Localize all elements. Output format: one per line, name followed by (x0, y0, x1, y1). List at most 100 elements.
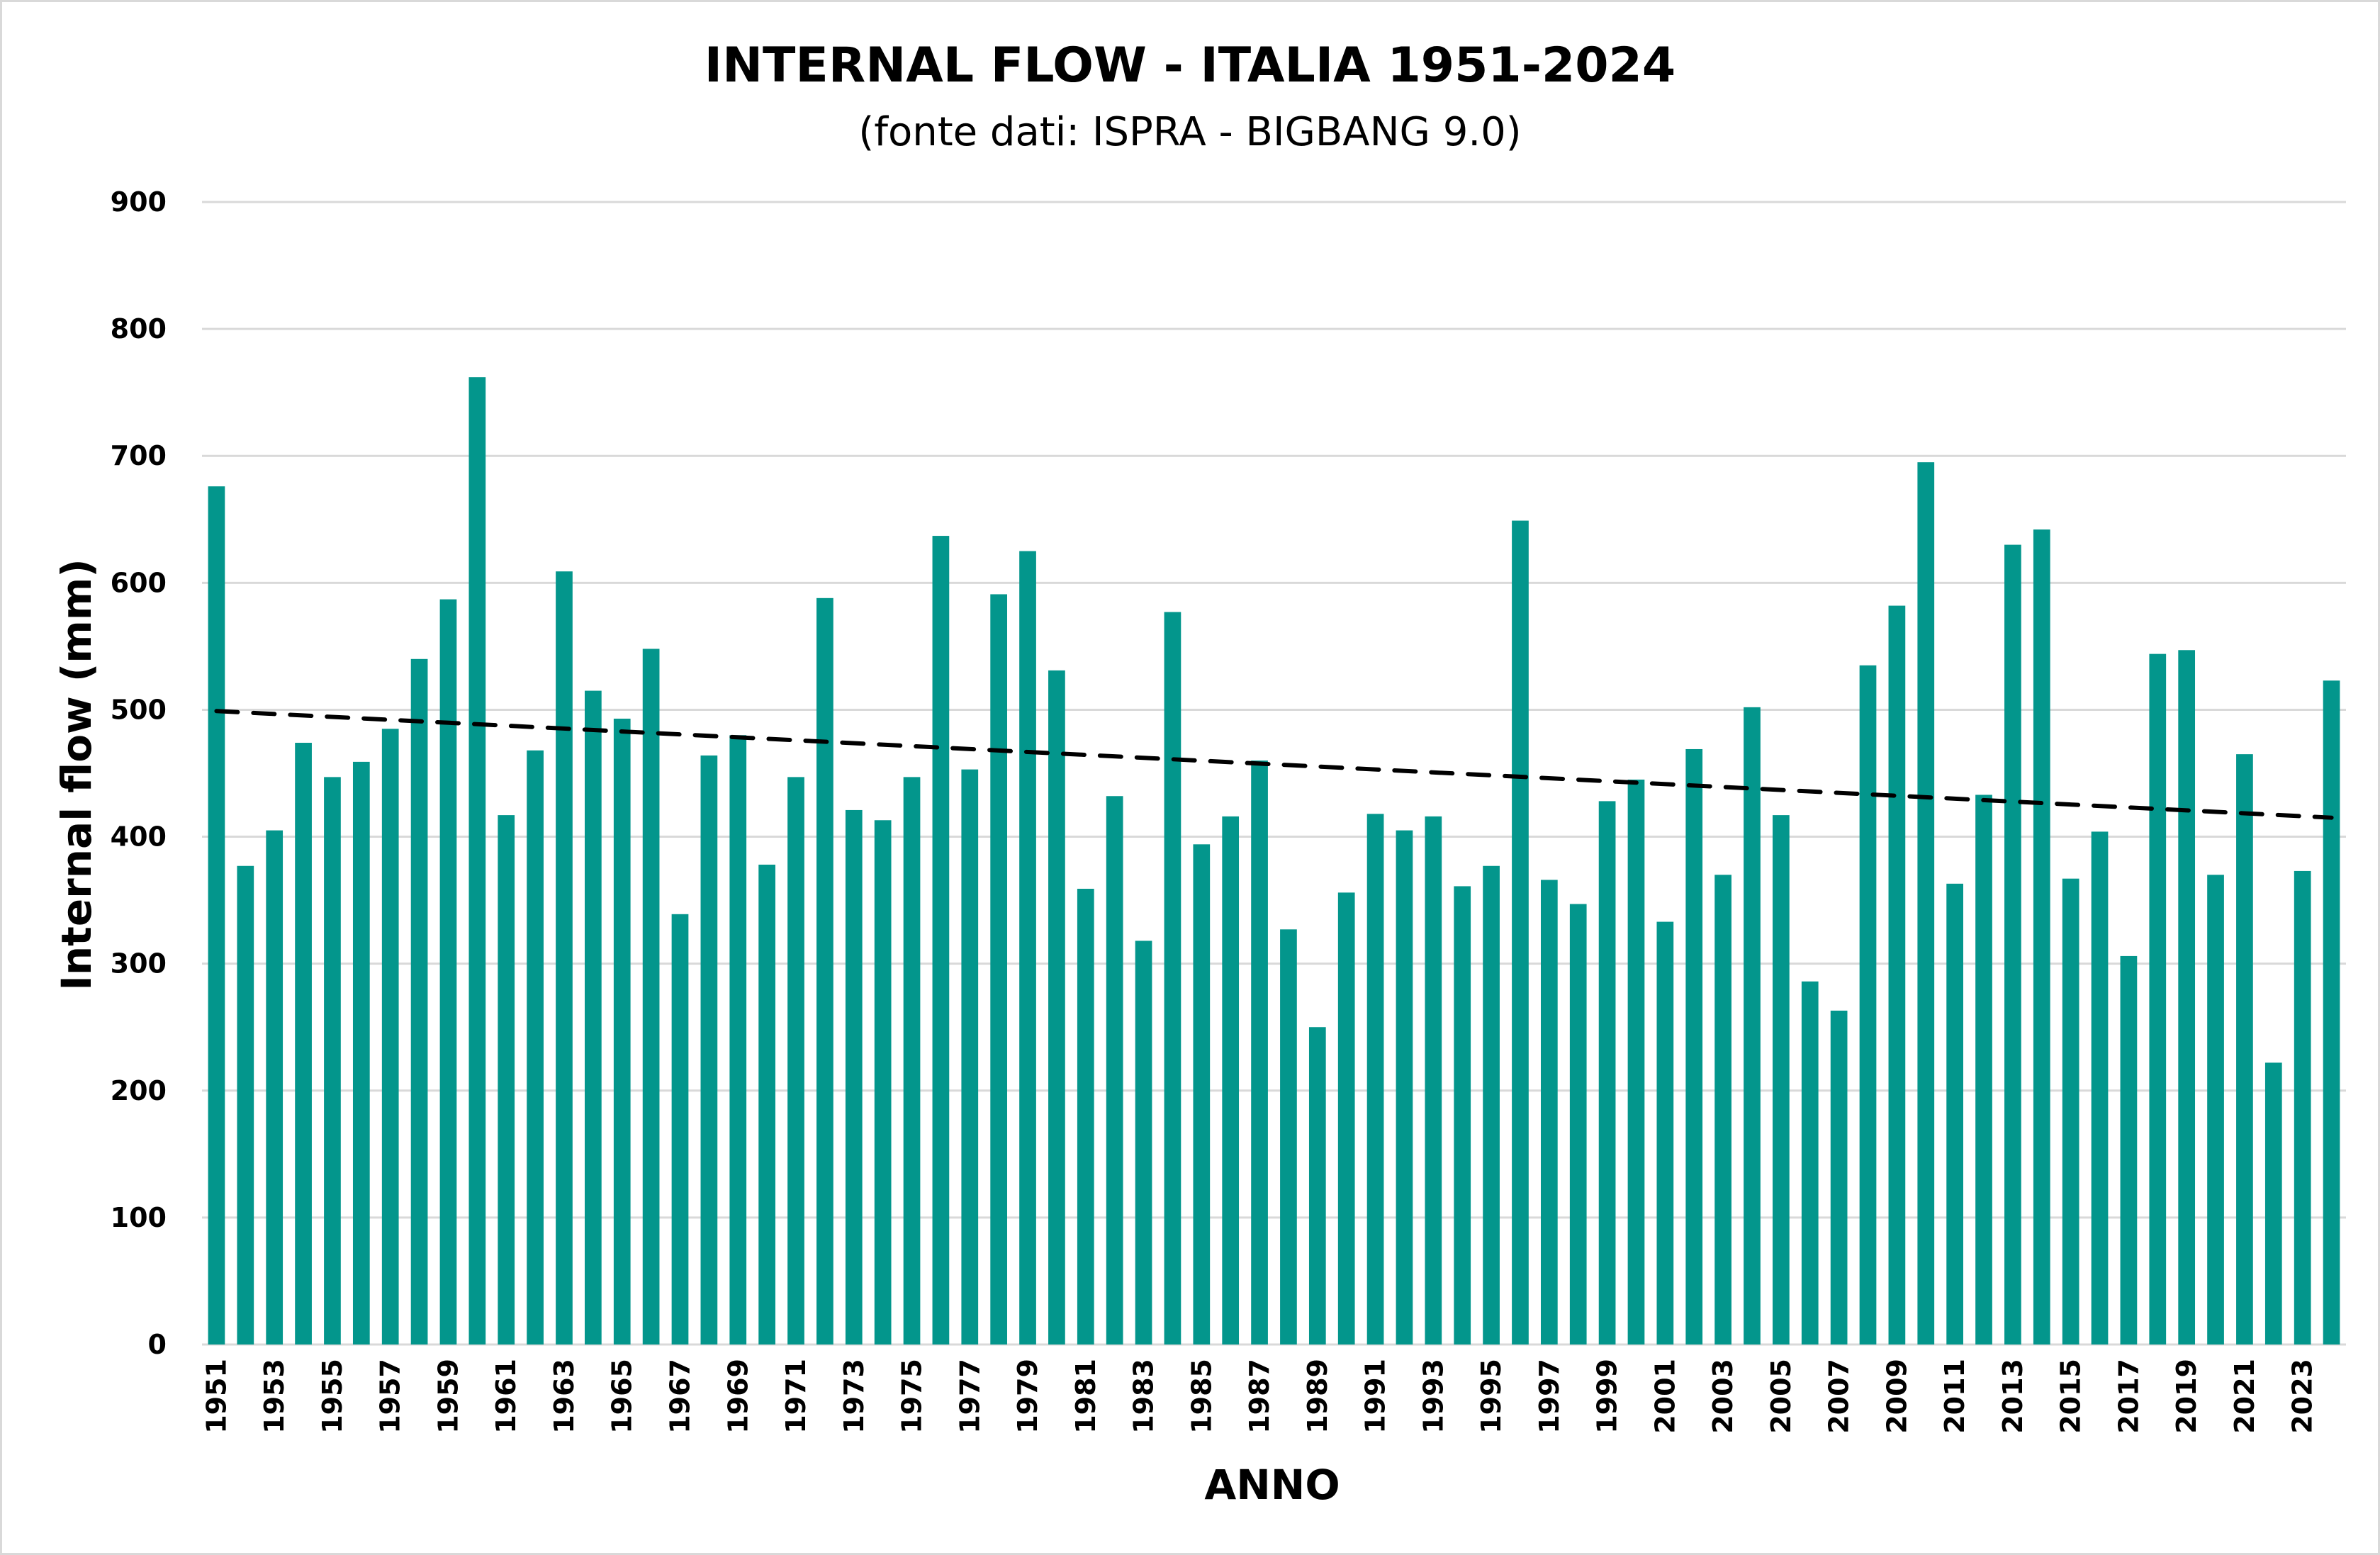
bar-1964 (585, 690, 602, 1345)
bar-1992 (1396, 830, 1413, 1345)
x-tick-label: 1973 (838, 1359, 870, 1434)
x-tick-label: 1965 (607, 1359, 638, 1434)
bar-1962 (527, 750, 544, 1345)
bar-1984 (1164, 612, 1181, 1345)
bar-1987 (1251, 760, 1268, 1345)
bar-1995 (1483, 865, 1500, 1345)
bar-1980 (1048, 670, 1065, 1345)
bar-2013 (2004, 544, 2021, 1345)
bar-1981 (1077, 888, 1094, 1345)
x-tick-label: 1967 (664, 1359, 695, 1434)
x-tick-label: 2015 (2055, 1359, 2087, 1434)
x-tick-label: 1975 (897, 1359, 928, 1434)
x-tick-label: 1969 (722, 1359, 753, 1434)
x-tick-label: 1989 (1302, 1359, 1333, 1434)
y-axis-ticks: 0 100 200 300 400 500 600 700 800 900 (111, 186, 167, 1360)
y-axis-title: Internal flow (mm) (52, 558, 101, 991)
y-tick-label: 100 (111, 1202, 167, 1233)
x-tick-label: 1955 (317, 1359, 348, 1434)
bar-2015 (2062, 878, 2079, 1345)
bar-2017 (2120, 955, 2138, 1345)
x-tick-label: 1979 (1012, 1359, 1043, 1434)
bar-1951 (208, 486, 225, 1345)
bar-2009 (1888, 605, 1906, 1345)
bar-2022 (2264, 1062, 2282, 1345)
y-tick-label: 500 (111, 694, 167, 725)
bar-1966 (642, 649, 660, 1345)
y-tick-label: 400 (111, 821, 167, 853)
x-tick-label: 1981 (1070, 1359, 1101, 1434)
y-tick-label: 0 (148, 1329, 167, 1360)
bar-2024 (2323, 680, 2340, 1345)
bar-1977 (961, 769, 979, 1345)
x-tick-label: 2011 (1939, 1359, 1970, 1434)
y-tick-label: 300 (111, 948, 167, 979)
x-tick-label: 2017 (2113, 1359, 2144, 1434)
bar-1953 (266, 830, 284, 1345)
y-tick-label: 800 (111, 313, 167, 344)
bar-1999 (1598, 801, 1616, 1345)
x-tick-label: 1999 (1592, 1359, 1623, 1434)
x-tick-label: 2021 (2229, 1359, 2260, 1434)
bar-1959 (439, 599, 457, 1345)
bar-2020 (2207, 875, 2224, 1345)
y-tick-label: 900 (111, 186, 167, 218)
bar-2002 (1685, 748, 1703, 1345)
bar-2016 (2091, 831, 2109, 1345)
x-tick-label: 1977 (954, 1359, 985, 1434)
bar-2000 (1627, 779, 1645, 1345)
bar-2012 (1975, 795, 1992, 1345)
x-tick-label: 2003 (1707, 1359, 1739, 1434)
x-tick-label: 1971 (780, 1359, 812, 1434)
bar-1975 (903, 777, 921, 1345)
y-tick-label: 600 (111, 567, 167, 598)
bar-1982 (1106, 796, 1123, 1345)
bar-1988 (1280, 929, 1297, 1345)
bar-1970 (758, 864, 775, 1345)
bar-1989 (1308, 1027, 1326, 1345)
bar-1986 (1222, 816, 1240, 1345)
y-tick-label: 200 (111, 1075, 167, 1106)
x-tick-label: 1985 (1186, 1359, 1217, 1434)
bar-1965 (613, 718, 631, 1345)
bar-1971 (787, 777, 804, 1345)
bar-1991 (1366, 814, 1384, 1345)
bar-1969 (729, 735, 747, 1345)
bar-2008 (1859, 665, 1877, 1345)
bar-2001 (1656, 921, 1674, 1345)
x-tick-label: 2013 (1997, 1359, 2028, 1434)
bar-1968 (700, 755, 718, 1345)
bar-2023 (2294, 870, 2311, 1345)
bar-1955 (324, 777, 341, 1345)
bar-1958 (410, 658, 428, 1345)
x-tick-label: 1957 (375, 1359, 406, 1434)
x-tick-label: 1983 (1128, 1359, 1160, 1434)
bar-1972 (816, 597, 833, 1345)
x-tick-label: 1997 (1534, 1359, 1565, 1434)
x-tick-label: 1993 (1418, 1359, 1449, 1434)
trendline-group (214, 709, 2334, 820)
x-tick-label: 1963 (549, 1359, 580, 1434)
bars (208, 377, 2340, 1345)
trendline (214, 709, 2334, 820)
bar-1967 (671, 914, 689, 1345)
x-tick-label: 1987 (1244, 1359, 1275, 1434)
bar-1994 (1454, 886, 1471, 1345)
bar-1956 (352, 761, 370, 1345)
bar-2018 (2149, 653, 2167, 1345)
bar-2006 (1801, 981, 1819, 1345)
bar-1985 (1193, 844, 1211, 1345)
bar-1990 (1337, 892, 1355, 1345)
bar-1983 (1135, 941, 1152, 1345)
bar-2004 (1744, 707, 1761, 1345)
bar-1952 (237, 865, 254, 1345)
x-tick-label: 2005 (1766, 1359, 1797, 1434)
bar-1973 (845, 809, 863, 1345)
bar-1974 (874, 820, 892, 1345)
bar-1957 (381, 729, 399, 1345)
bar-1979 (1019, 551, 1036, 1345)
bar-2010 (1917, 462, 1935, 1345)
x-tick-label: 2009 (1881, 1359, 1912, 1434)
bar-1998 (1569, 904, 1587, 1345)
